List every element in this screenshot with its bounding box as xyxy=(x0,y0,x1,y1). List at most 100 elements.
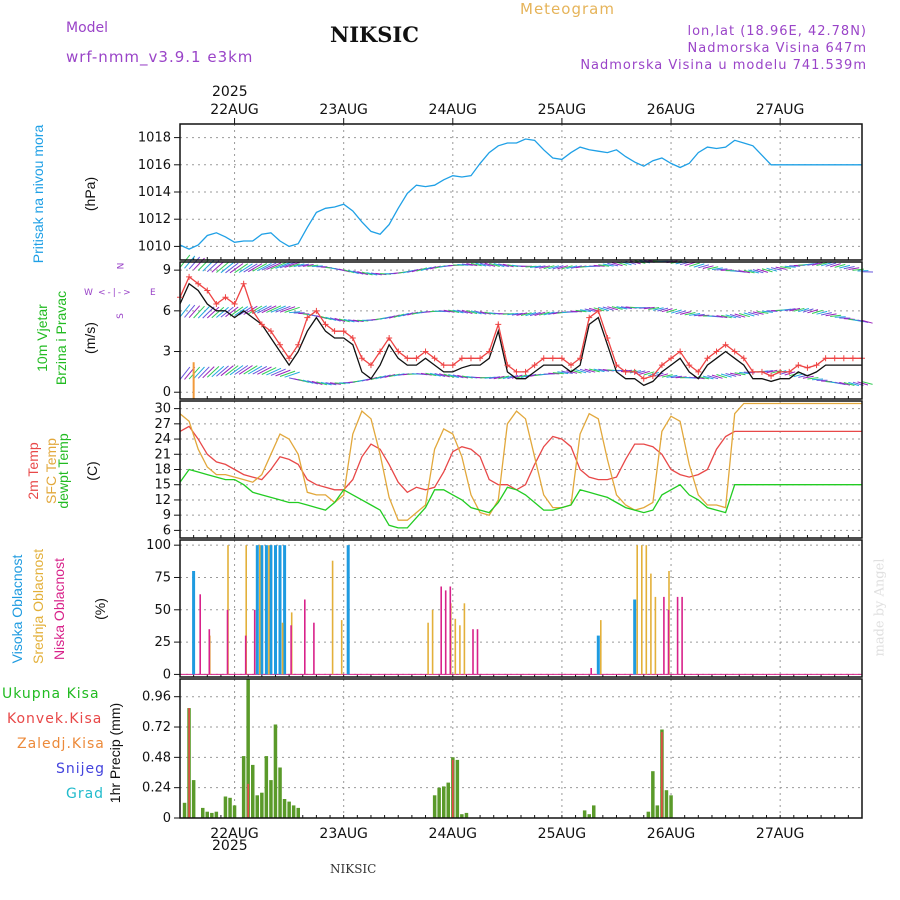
wind-barb xyxy=(743,269,755,274)
wind-barb xyxy=(316,381,328,386)
wind-barb xyxy=(193,305,205,319)
cloud-mid-bar xyxy=(259,545,261,675)
precip-ytick-label: 0.96 xyxy=(142,690,171,705)
wind-frame xyxy=(179,261,863,400)
cloud-panel xyxy=(174,540,863,677)
cloud-ytick-label: 0 xyxy=(163,667,171,682)
temp-ytick-label: 12 xyxy=(154,493,171,508)
wind-barb xyxy=(657,373,669,378)
wind-gust-line xyxy=(179,275,862,380)
wind-barb xyxy=(529,311,541,317)
station-title: NIKSIC xyxy=(330,22,419,47)
precip-total-bar xyxy=(587,814,591,818)
wind-barb xyxy=(179,366,191,380)
cloud-high-bar xyxy=(633,599,637,675)
pressure-ytick-label: 1010 xyxy=(138,239,171,254)
wind-barb xyxy=(775,266,787,270)
wind-barb xyxy=(593,307,605,312)
day-label-top: 22AUG xyxy=(210,102,259,118)
wind-barb xyxy=(343,318,355,323)
precip-total-bar xyxy=(282,799,287,818)
wind-gust-marker xyxy=(358,355,365,362)
wind-barb xyxy=(693,313,705,317)
wind-barb xyxy=(370,376,382,381)
wind-barb xyxy=(348,319,360,323)
wind-barb xyxy=(839,381,851,386)
cloud-low-bar xyxy=(663,596,665,675)
wind-barb xyxy=(589,368,600,373)
precip-total-bar xyxy=(432,795,437,818)
wind-gust-marker xyxy=(558,355,565,362)
wind-barb xyxy=(225,365,239,376)
precip-convective-bar xyxy=(188,708,190,818)
day-label-top: 25AUG xyxy=(538,102,587,118)
wind-barb xyxy=(584,308,596,312)
wind-barb xyxy=(343,269,355,274)
cloud-low-bar xyxy=(226,609,229,675)
wind-barb xyxy=(784,308,796,312)
wind-barb xyxy=(238,263,253,273)
wind-barb xyxy=(284,306,300,313)
precip-total-bar xyxy=(651,771,655,818)
wind-barb xyxy=(257,305,272,314)
precip-convective-bar xyxy=(661,732,663,818)
wind-barb xyxy=(439,310,451,313)
wind-barb xyxy=(206,306,220,319)
wind-barb xyxy=(639,307,651,309)
wind-barb xyxy=(393,313,405,318)
wind-barb xyxy=(184,304,196,318)
precip-total-bar xyxy=(296,807,300,818)
wind-barb xyxy=(570,265,582,269)
wind-barb xyxy=(548,311,560,315)
wind-barb xyxy=(279,370,296,377)
cloud-ytick-label: 50 xyxy=(154,603,171,618)
wind-barb xyxy=(266,367,282,376)
day-label-bottom: 26AUG xyxy=(647,826,696,842)
wind-barb xyxy=(525,265,537,268)
wind-barb xyxy=(466,263,478,267)
wind-barb xyxy=(270,368,286,376)
wind-barb xyxy=(407,269,419,273)
wind-barb xyxy=(461,263,473,266)
wind-barb xyxy=(252,305,268,314)
compass-e: E xyxy=(150,288,156,298)
wind-barb xyxy=(361,271,373,276)
wind-gust-marker xyxy=(377,348,384,355)
wind-barb xyxy=(684,261,696,266)
wind-barb xyxy=(325,316,337,321)
model-name: wrf-nmm_v3.9.1 e3km xyxy=(66,48,254,66)
wind-gust-marker xyxy=(668,355,675,362)
wind-gust-marker xyxy=(577,355,584,362)
wind-barb xyxy=(598,368,610,372)
wind-barb xyxy=(739,270,751,274)
wind-barb xyxy=(211,365,225,378)
wind-ytick-label: 3 xyxy=(163,345,171,360)
wind-gust-marker xyxy=(695,368,702,375)
wind-barb xyxy=(311,265,323,267)
wind-barb xyxy=(598,264,610,267)
cloud-mid-bar xyxy=(340,620,343,675)
wind-barb xyxy=(784,371,796,376)
wind-barb xyxy=(452,309,464,314)
precip-total-bar xyxy=(191,780,196,818)
precip-total-bar xyxy=(455,759,460,818)
wind-barb xyxy=(211,261,225,273)
cloud-ytick-label: 100 xyxy=(146,538,171,553)
wind-barb xyxy=(561,265,573,270)
wind-barb xyxy=(848,267,860,270)
wind-gust-marker xyxy=(458,355,465,362)
wind-barb xyxy=(398,312,409,318)
wind-barb xyxy=(711,315,723,318)
wind-gust-marker xyxy=(731,348,738,355)
wind-barb xyxy=(675,310,687,315)
wind-gust-marker xyxy=(467,355,474,362)
wind-gust-marker xyxy=(622,368,629,375)
wind-gust-marker xyxy=(477,355,484,362)
wind-barb xyxy=(429,372,441,377)
cloud-high-bar xyxy=(192,571,196,675)
cloud-high-bar xyxy=(274,545,277,675)
precip-total-bar xyxy=(241,756,246,818)
wind-barb xyxy=(530,265,542,268)
cloud-high-bar xyxy=(596,635,600,675)
wind-barb xyxy=(470,310,482,315)
